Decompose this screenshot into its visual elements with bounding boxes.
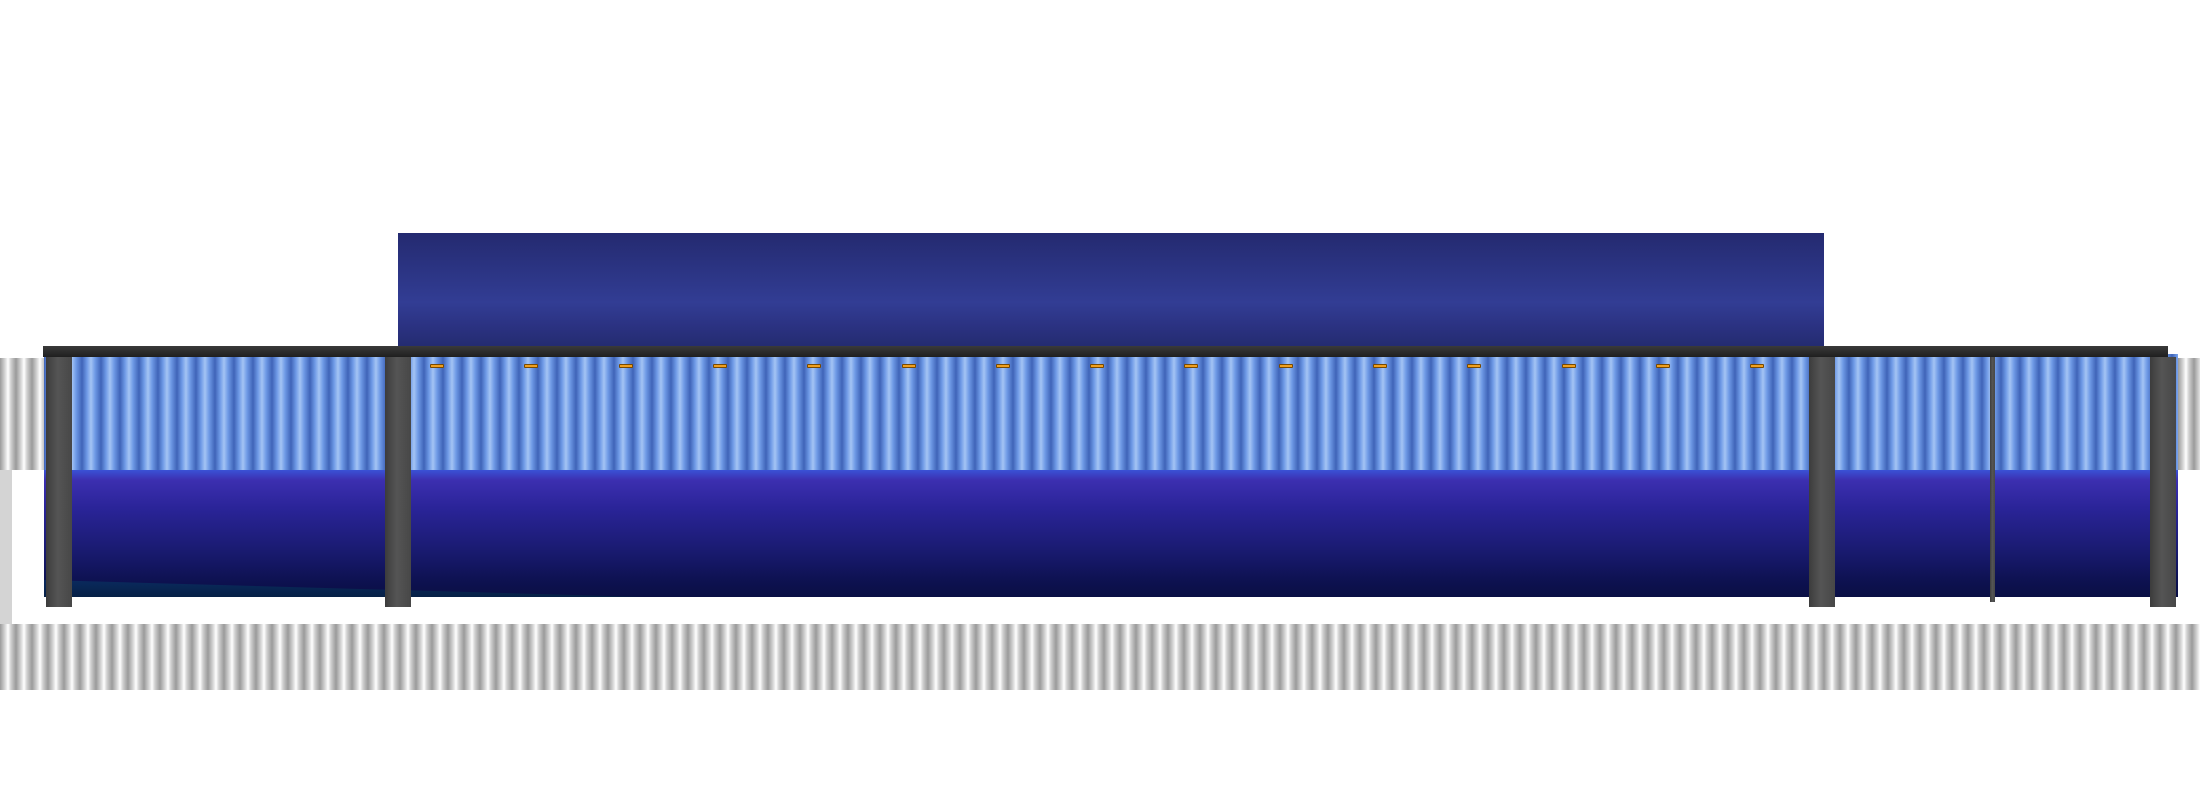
eave-light [1467,364,1481,368]
eave-light [1279,364,1293,368]
silver-wall-left [0,358,44,470]
post-2 [385,357,411,607]
eave-light [1373,364,1387,368]
eave-light [1090,364,1104,368]
post-1 [46,357,72,607]
eave-light [524,364,538,368]
silver-wall-left-gap [0,470,12,626]
eave-light [713,364,727,368]
eave-light [807,364,821,368]
post-3 [1809,357,1835,607]
eave-light [430,364,444,368]
post-thin [1990,357,1995,602]
eave-light [996,364,1010,368]
upper-blue-block [398,233,1824,349]
eave-light [619,364,633,368]
eave-light [1184,364,1198,368]
blue-base-band [44,470,2178,597]
eave-light [902,364,916,368]
corrugated-blue-panel [44,354,2178,470]
silver-wall-bottom [0,624,2200,690]
post-4 [2150,357,2176,607]
eave-light [1656,364,1670,368]
silver-wall-right [2178,358,2200,470]
eave-light [1750,364,1764,368]
eave-light [1562,364,1576,368]
roof-beam [43,346,2168,357]
